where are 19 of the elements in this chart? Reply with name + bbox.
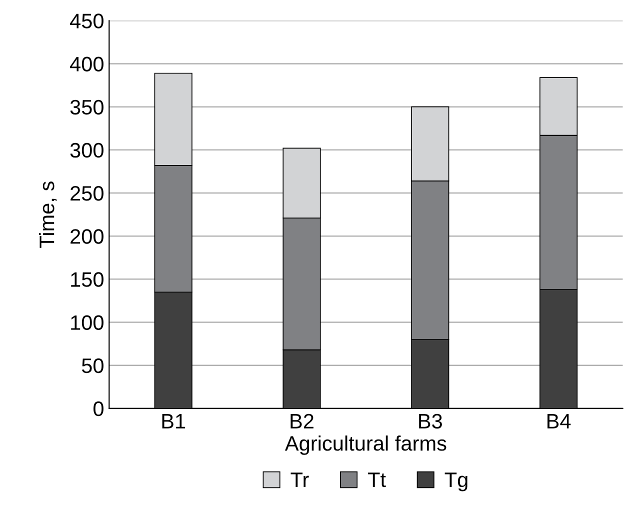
x-tick-label: B3 bbox=[419, 414, 442, 429]
x-tick-label: B4 bbox=[548, 414, 571, 428]
x-tick-label: B1 bbox=[162, 414, 186, 428]
y-tick-label: 300 bbox=[70, 142, 104, 158]
y-tick-label: 0 bbox=[94, 401, 104, 416]
y-axis-title: Time, s bbox=[38, 182, 57, 248]
x-axis-title: Agricultural farms bbox=[284, 435, 446, 455]
y-tick-label: 100 bbox=[71, 315, 104, 330]
legend-label: Tt bbox=[368, 472, 386, 488]
y-tick-label: 400 bbox=[70, 56, 104, 72]
x-tick-label: B2 bbox=[290, 414, 314, 428]
y-tick-label: 250 bbox=[70, 186, 104, 201]
y-tick-label: 350 bbox=[70, 100, 104, 115]
legend-label: Tg bbox=[444, 472, 468, 492]
legend-label: Tr bbox=[290, 472, 309, 487]
y-tick-label: 450 bbox=[70, 14, 104, 28]
y-tick-label: 200 bbox=[70, 229, 104, 244]
y-tick-label: 150 bbox=[71, 272, 104, 287]
y-tick-label: 50 bbox=[82, 358, 104, 374]
